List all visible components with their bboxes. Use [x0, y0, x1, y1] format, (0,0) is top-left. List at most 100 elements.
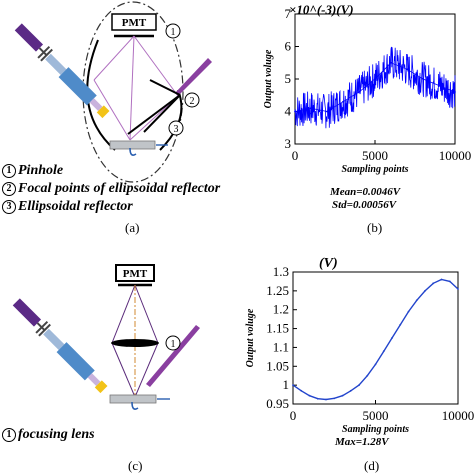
focusing-lens	[111, 339, 159, 347]
data-point	[406, 68, 408, 71]
max-value: Max=1.28V	[335, 436, 389, 448]
callout-1-icon: 1	[165, 23, 181, 39]
callout-arrows	[127, 79, 181, 135]
data-point	[415, 299, 418, 302]
callout-1-icon: 1	[165, 335, 181, 351]
pmt-box	[115, 264, 155, 282]
series-line	[292, 278, 459, 401]
light-rays	[93, 35, 179, 141]
pmt-label: PMT	[123, 268, 148, 280]
data-point	[457, 288, 459, 290]
y-tick-label: 1.1	[273, 339, 289, 354]
plot-frame	[292, 271, 459, 405]
sample-stage	[109, 140, 156, 150]
data-point	[294, 110, 296, 113]
data-point	[432, 282, 435, 285]
laser-assembly	[14, 23, 110, 119]
callout-3-icon: 3	[168, 120, 184, 136]
caption-a: (a)	[125, 220, 140, 235]
data-point	[374, 78, 376, 80]
data-point	[342, 100, 344, 103]
y-tick-label: 6	[285, 39, 292, 54]
data-point	[341, 394, 344, 397]
svg-text:1: 1	[171, 339, 176, 350]
x-tick-label: 10000	[442, 408, 474, 423]
focusing-lens-diagram: PMT 1	[12, 264, 200, 410]
data-point	[358, 384, 360, 387]
reflector-surface-right	[159, 89, 183, 151]
data-point	[438, 84, 440, 87]
laser-assembly	[12, 298, 108, 394]
data-point	[390, 61, 392, 64]
y-tick-label: 3	[285, 136, 292, 151]
noise-chart: ×10^(-3)(V) 3 4 5 6 7 0 5000 10000 Sampling point…	[263, 2, 472, 175]
y-tick-label: 7	[285, 6, 292, 21]
caption-b: (b)	[367, 220, 383, 235]
y-tick-label: 0.95	[266, 396, 289, 411]
chart-title: (V)	[319, 256, 338, 271]
legend-item-focal-points: 2 Focal points of ellipsoidal reflector	[2, 181, 220, 197]
right-probe	[146, 325, 200, 387]
noise-band	[294, 46, 456, 129]
light-cone	[111, 284, 159, 398]
data-point	[391, 337, 393, 339]
data-point	[440, 278, 443, 281]
x-tick-label: 5000	[363, 408, 389, 423]
svg-text:3: 3	[174, 124, 179, 135]
callout-2-icon: 2	[184, 92, 200, 108]
chart-title: ×10^(-3)(V)	[289, 2, 354, 17]
x-tick-label: 0	[292, 148, 299, 163]
pmt-label: PMT	[122, 17, 147, 29]
data-point	[349, 389, 352, 392]
x-tick-label: 10000	[439, 148, 472, 163]
data-point	[292, 384, 294, 387]
y-axis-label: Output voluge	[245, 308, 256, 367]
panel-c: PMT 1 1 focusing lens (c	[0, 237, 237, 474]
panel-d: (V) 0.95 1 1.05 1.1 1.15 1.2 1.25 1.3 0 5000 10000 S…	[237, 237, 474, 474]
x-axis-label: Sampling points	[342, 424, 409, 435]
panel-a: PMT	[0, 0, 237, 237]
right-probe	[175, 58, 212, 96]
sample-stage	[109, 394, 157, 404]
y-tick-label: 1.2	[273, 302, 289, 317]
y-tick-label: 1.25	[266, 283, 289, 298]
legend-item-pinhole: 1 Pinhole	[2, 163, 63, 179]
x-axis-label: Sampling points	[342, 164, 409, 175]
data-point	[316, 397, 319, 400]
svg-text:1: 1	[171, 27, 176, 38]
sample-hook-icon	[131, 401, 139, 410]
data-point	[366, 374, 369, 377]
data-point	[325, 398, 327, 401]
data-point	[333, 397, 336, 400]
caption-d: (d)	[364, 458, 380, 473]
drift-chart: (V) 0.95 1 1.05 1.1 1.15 1.2 1.25 1.3 0 5000 10000 S…	[245, 256, 474, 435]
data-point	[374, 363, 377, 366]
sample-hook-icon	[129, 147, 137, 156]
y-axis-label: Output voluge	[263, 49, 274, 108]
data-point	[308, 394, 311, 397]
data-point	[422, 78, 424, 80]
y-tick-label: 4	[285, 104, 292, 119]
mean-value: Mean=0.0046V	[330, 186, 401, 198]
data-point	[448, 280, 451, 283]
data-point	[454, 91, 456, 93]
y-tick-label: 1.3	[273, 264, 289, 279]
y-tick-label: 1	[283, 377, 290, 392]
ellipsoidal-reflector-diagram: PMT	[14, 1, 212, 183]
data-point	[358, 91, 360, 93]
y-tick-label: 1.05	[266, 358, 289, 373]
data-point	[382, 350, 385, 353]
data-point	[310, 107, 312, 110]
svg-text:2: 2	[190, 96, 195, 107]
legend-item-focusing-lens: 1 focusing lens	[2, 427, 95, 443]
x-tick-label: 5000	[362, 148, 388, 163]
data-point	[399, 323, 402, 326]
data-point	[407, 310, 410, 313]
data-point	[300, 389, 303, 392]
legend-item-ellipsoidal-reflector: 3 Ellipsoidal reflector	[2, 199, 133, 215]
y-tick-label: 5	[285, 71, 292, 86]
panel-b: ×10^(-3)(V) 3 4 5 6 7 0 5000 10000 Sampling point…	[237, 0, 474, 237]
x-tick-label: 0	[290, 408, 297, 423]
std-value: Std=0.00056V	[332, 199, 397, 211]
data-point	[326, 110, 328, 113]
